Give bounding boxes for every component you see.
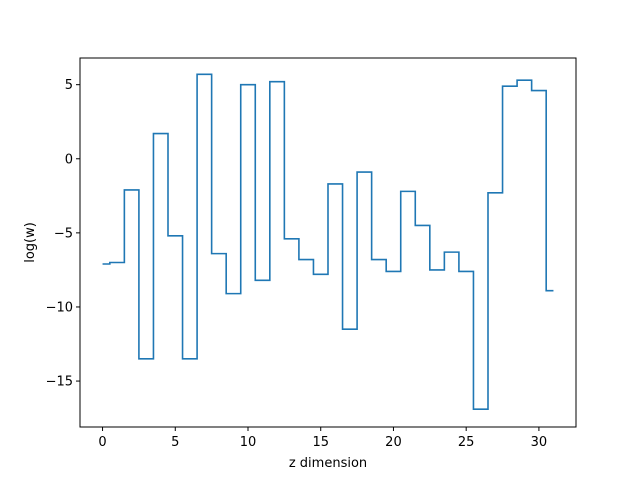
ticks-layer: 0 5 10 15 20 25 30 5 0 −5 −10 −15 [46, 78, 548, 450]
y-tick-label: 0 [65, 152, 73, 167]
x-axis-label: z dimension [289, 456, 367, 471]
x-tick-label: 25 [458, 435, 475, 450]
y-tick-label: −15 [46, 375, 73, 390]
y-tick-label: 5 [65, 78, 73, 93]
x-tick-label: 5 [171, 435, 179, 450]
y-axis-label: log(w) [23, 222, 38, 263]
plot-frame [79, 57, 577, 428]
series-line [102, 73, 554, 411]
y-tick-label: −10 [46, 300, 73, 315]
y-tick-label: −5 [54, 226, 73, 241]
x-tick-label: 30 [531, 435, 548, 450]
x-tick-label: 0 [98, 435, 106, 450]
x-tick-label: 10 [240, 435, 257, 450]
x-tick-label: 15 [312, 435, 329, 450]
series-layer [102, 73, 554, 411]
x-tick-label: 20 [385, 435, 402, 450]
